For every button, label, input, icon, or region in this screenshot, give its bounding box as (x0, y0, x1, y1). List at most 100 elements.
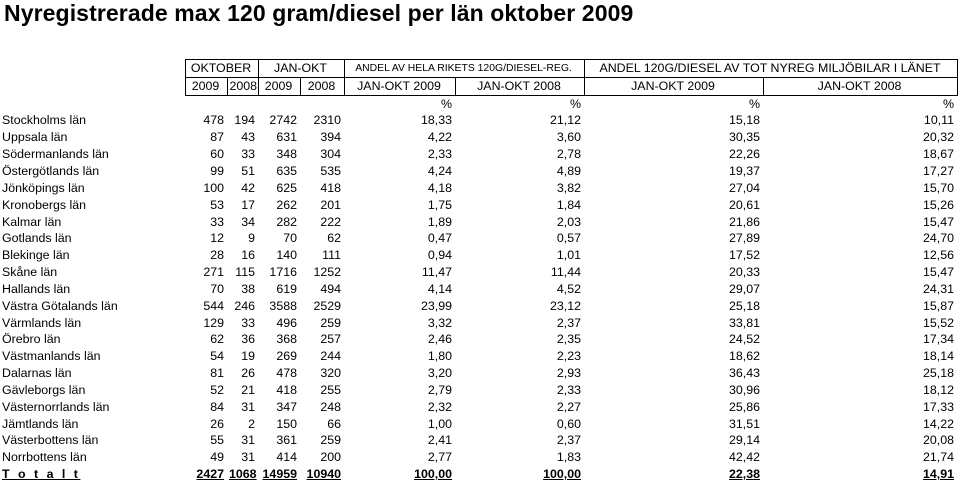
table-row: Skåne län 271 115 1716 1252 11,47 11,44 20,33 15… (0, 264, 957, 281)
value-cell: 282 (276, 214, 297, 229)
table-row: Norrbottens län 49 31 414 200 2,77 1,83 42,42 21… (0, 449, 957, 466)
value-cell: 2,03 (556, 214, 582, 229)
table-row: Södermanlands län 60 33 348 304 2,33 2,78 22,26… (0, 146, 957, 163)
value-cell: 3,20 (427, 366, 453, 381)
header-year: 2009 (184, 76, 228, 96)
value-cell: 3,32 (427, 315, 453, 330)
table-row: Kronobergs län 53 17 262 201 1,75 1,84 20,61 15,… (0, 197, 957, 214)
value-cell: 194 (234, 113, 255, 128)
county-name-cell: Jönköpings län (2, 180, 85, 195)
value-cell: 10940 (306, 467, 342, 482)
percent-unit: % (942, 96, 955, 111)
value-cell: 81 (210, 366, 224, 381)
value-cell: 348 (276, 147, 297, 162)
table-row: Uppsala län 87 43 631 394 4,22 3,60 30,35 20,32 (0, 129, 957, 146)
value-cell: 11,44 (550, 265, 582, 280)
percent-unit: % (569, 96, 582, 111)
value-cell: 18,62 (729, 349, 761, 364)
header-row-percent: % % % % (0, 95, 957, 112)
value-cell: 2529 (313, 298, 342, 313)
page-title: Nyregistrerade max 120 gram/diesel per l… (4, 0, 634, 26)
value-cell: 55 (210, 433, 224, 448)
county-name-cell: Kronobergs län (2, 197, 87, 212)
value-cell: 36,43 (729, 366, 761, 381)
value-cell: 1,01 (556, 248, 582, 263)
value-cell: 20,33 (729, 265, 761, 280)
value-cell: 17 (241, 197, 255, 212)
county-name-cell: Blekinge län (2, 248, 70, 263)
value-cell: 129 (203, 315, 224, 330)
value-cell: 361 (276, 433, 297, 448)
value-cell: 2,78 (556, 147, 582, 162)
value-cell: 2,27 (556, 399, 582, 414)
value-cell: 24,70 (923, 231, 955, 246)
county-name-cell: Västra Götalands län (2, 298, 118, 313)
value-cell: 14,22 (923, 416, 955, 431)
value-cell: 246 (234, 298, 255, 313)
value-cell: 257 (320, 332, 342, 347)
value-cell: 21,12 (550, 113, 582, 128)
value-cell: 1716 (269, 265, 297, 280)
percent-unit: % (440, 96, 453, 111)
value-cell: 111 (322, 248, 342, 263)
county-name-cell: Värmlands län (2, 315, 82, 330)
total-row: T o t a l t 2427 1068 14959 10940 100,00 100,0… (0, 466, 957, 483)
value-cell: 26 (241, 366, 255, 381)
statistics-table: OKTOBER JAN-OKT ANDEL AV HELA RIKETS 120… (0, 59, 958, 483)
value-cell: 42,42 (729, 450, 761, 465)
value-cell: 42 (241, 180, 255, 195)
value-cell: 29,07 (729, 281, 761, 296)
header-row-groups: OKTOBER JAN-OKT ANDEL AV HELA RIKETS 120… (0, 59, 958, 78)
value-cell: 87 (210, 130, 224, 145)
value-cell: 248 (320, 399, 342, 414)
value-cell: 18,12 (923, 382, 955, 397)
value-cell: 22,38 (729, 467, 761, 482)
county-name-cell: Kalmar län (2, 214, 62, 229)
table-row: Jämtlands län 26 2 150 66 1,00 0,60 31,51 14,22 (0, 416, 957, 433)
value-cell: 17,33 (923, 399, 955, 414)
value-cell: 150 (276, 416, 297, 431)
value-cell: 2742 (269, 113, 297, 128)
value-cell: 0,94 (427, 248, 453, 263)
value-cell: 36 (241, 332, 255, 347)
value-cell: 66 (327, 416, 342, 431)
table-body: OKTOBER JAN-OKT ANDEL AV HELA RIKETS 120… (0, 59, 958, 484)
value-cell: 62 (327, 231, 342, 246)
value-cell: 0,47 (427, 231, 453, 246)
county-name-cell: T o t a l t (2, 467, 81, 482)
value-cell: 2,23 (556, 349, 582, 364)
value-cell: 4,22 (427, 130, 453, 145)
value-cell: 34 (241, 214, 255, 229)
header-oktober: OKTOBER (184, 59, 259, 78)
county-name-cell: Jämtlands län (2, 416, 79, 431)
header-period: JAN-OKT 2008 (762, 76, 958, 96)
header-period: JAN-OKT 2009 (343, 76, 456, 96)
value-cell: 29,14 (729, 433, 761, 448)
value-cell: 31 (241, 450, 255, 465)
header-empty-cell (0, 60, 185, 78)
value-cell: 535 (320, 163, 342, 178)
value-cell: 15,26 (923, 197, 955, 212)
value-cell: 62 (210, 332, 224, 347)
county-name-cell: Skåne län (2, 265, 58, 280)
value-cell: 17,27 (923, 163, 955, 178)
value-cell: 259 (320, 315, 342, 330)
value-cell: 25,18 (729, 298, 761, 313)
value-cell: 33 (241, 147, 255, 162)
value-cell: 33,81 (729, 315, 761, 330)
value-cell: 30,35 (729, 130, 761, 145)
table-row: Gävleborgs län 52 21 418 255 2,79 2,33 30,96 18,… (0, 382, 957, 399)
value-cell: 494 (320, 281, 342, 296)
value-cell: 2,33 (427, 147, 453, 162)
value-cell: 31 (241, 433, 255, 448)
value-cell: 0,57 (556, 231, 582, 246)
value-cell: 21,86 (729, 214, 761, 229)
value-cell: 1252 (313, 265, 342, 280)
value-cell: 2,46 (427, 332, 453, 347)
value-cell: 15,52 (923, 315, 955, 330)
value-cell: 4,24 (427, 163, 453, 178)
value-cell: 49 (210, 450, 224, 465)
value-cell: 635 (276, 163, 297, 178)
value-cell: 20,32 (923, 130, 955, 145)
value-cell: 115 (235, 265, 255, 280)
